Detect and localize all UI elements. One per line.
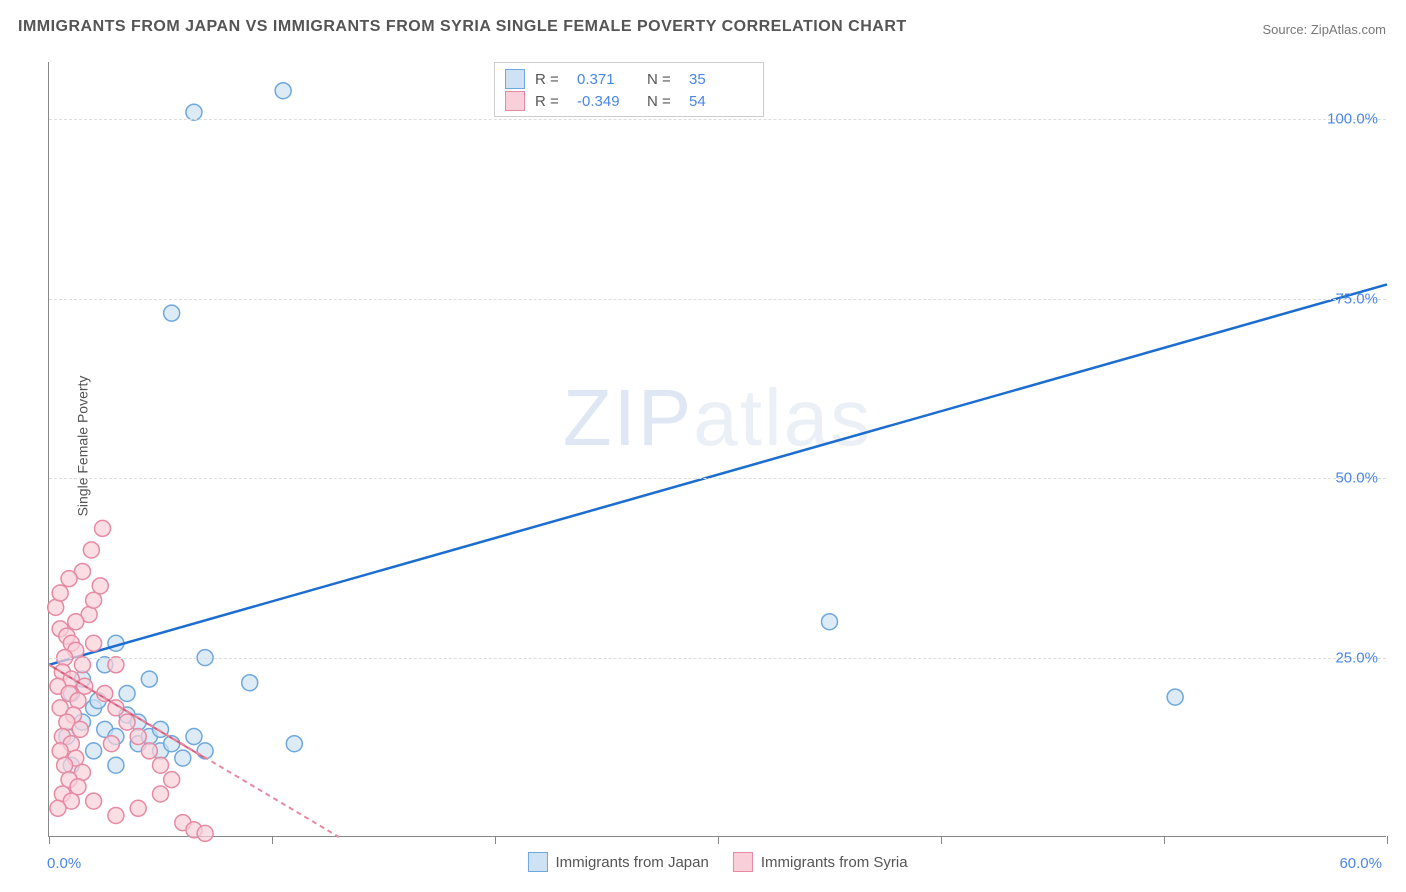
legend-text: N = [647,93,679,110]
gridline [49,119,1386,120]
data-point [72,721,88,737]
legend-text: 0.371 [577,71,637,88]
data-point [86,793,102,809]
data-point [70,693,86,709]
legend-text: R = [535,71,567,88]
data-point [119,685,135,701]
data-point [92,578,108,594]
data-point [70,779,86,795]
legend-item: Immigrants from Syria [733,852,908,872]
data-point [83,542,99,558]
legend-text: 35 [689,71,749,88]
gridline [49,658,1386,659]
data-point [119,714,135,730]
xtick [495,836,496,844]
data-point [68,614,84,630]
legend-series: Immigrants from Japan Immigrants from Syr… [527,852,907,872]
data-point [1167,689,1183,705]
gridline [49,299,1386,300]
data-point [86,743,102,759]
data-point [164,305,180,321]
source-label: Source: ZipAtlas.com [1262,22,1386,37]
data-point [153,757,169,773]
data-point [95,520,111,536]
data-point [141,743,157,759]
ytick-label: 75.0% [1335,290,1378,307]
trend-line [49,284,1387,664]
data-point [153,786,169,802]
xtick [49,836,50,844]
data-point [108,807,124,823]
legend-text: -0.349 [577,93,637,110]
data-point [197,825,213,841]
xtick-label: 60.0% [1339,855,1382,872]
legend-item: Immigrants from Japan [527,852,708,872]
data-point [86,635,102,651]
data-point [286,736,302,752]
ytick-label: 25.0% [1335,649,1378,666]
xtick [941,836,942,844]
data-point [130,729,146,745]
data-point [275,83,291,99]
data-point [50,800,66,816]
gridline [49,478,1386,479]
data-point [822,614,838,630]
legend-row: R = -0.349 N = 54 [505,90,749,112]
swatch-icon [733,852,753,872]
ytick-label: 50.0% [1335,470,1378,487]
xtick [1164,836,1165,844]
data-point [108,657,124,673]
data-point [175,750,191,766]
data-point [74,657,90,673]
data-point [61,571,77,587]
legend-text: N = [647,71,679,88]
data-point [108,757,124,773]
data-point [141,671,157,687]
xtick [718,836,719,844]
data-point [130,800,146,816]
swatch-icon [505,91,525,111]
swatch-icon [505,69,525,89]
legend-label: Immigrants from Japan [555,854,708,871]
data-point [186,729,202,745]
data-point [57,757,73,773]
swatch-icon [527,852,547,872]
legend-label: Immigrants from Syria [761,854,908,871]
data-point [186,104,202,120]
xtick [272,836,273,844]
data-point [242,675,258,691]
chart-svg [49,62,1386,836]
chart-title: IMMIGRANTS FROM JAPAN VS IMMIGRANTS FROM… [18,18,907,36]
legend-text: R = [535,93,567,110]
data-point [103,736,119,752]
data-point [48,599,64,615]
data-point [52,585,68,601]
data-point [86,592,102,608]
xtick-label: 0.0% [47,855,81,872]
data-point [164,772,180,788]
xtick [1387,836,1388,844]
ytick-label: 100.0% [1327,111,1378,128]
legend-text: 54 [689,93,749,110]
legend-row: R = 0.371 N = 35 [505,68,749,90]
legend-correlation: R = 0.371 N = 35 R = -0.349 N = 54 [494,62,764,117]
plot-area: ZIPatlas R =0.371N =35R =-0.349N =54 Imm… [48,62,1386,837]
data-point [52,743,68,759]
